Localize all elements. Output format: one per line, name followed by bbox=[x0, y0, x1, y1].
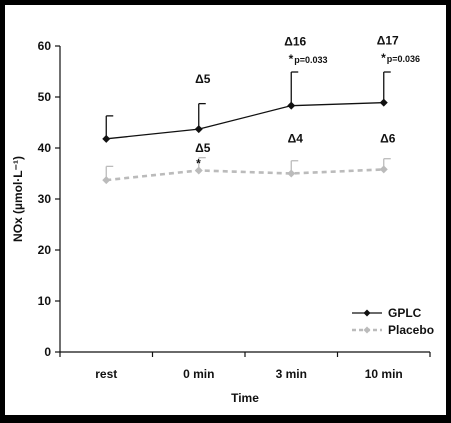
series-gplc bbox=[102, 71, 391, 143]
x-tick-label: 0 min bbox=[183, 367, 214, 381]
series-placebo bbox=[102, 157, 391, 185]
annotation: Δ4 bbox=[288, 131, 304, 145]
annotation: p=0.036 bbox=[387, 54, 420, 64]
annotation: * bbox=[196, 156, 201, 170]
y-tick-label: 10 bbox=[38, 294, 52, 308]
y-tick-label: 0 bbox=[44, 345, 51, 359]
annotation: Δ6 bbox=[380, 131, 396, 145]
data-point bbox=[194, 166, 203, 175]
annotation: Δ16 bbox=[284, 34, 306, 48]
annotation: Δ5 bbox=[195, 72, 211, 86]
y-tick-label: 20 bbox=[38, 243, 52, 257]
y-tick-label: 30 bbox=[38, 192, 52, 206]
x-tick-label: 10 min bbox=[365, 367, 403, 381]
data-point bbox=[379, 98, 388, 107]
annotation: Δ5 bbox=[195, 141, 211, 155]
annotation: p=0.033 bbox=[294, 55, 327, 65]
annotation: * bbox=[289, 52, 294, 66]
series-line bbox=[106, 168, 384, 182]
data-point bbox=[287, 101, 296, 110]
legend-label: Placebo bbox=[388, 323, 434, 337]
legend-swatch-marker bbox=[363, 326, 371, 334]
legend-label: GPLC bbox=[388, 306, 422, 320]
chart-background bbox=[5, 5, 446, 415]
data-point bbox=[194, 125, 203, 134]
annotation: Δ17 bbox=[377, 33, 399, 47]
legend-swatch-marker bbox=[363, 309, 371, 317]
data-point bbox=[102, 176, 111, 185]
series-line bbox=[106, 101, 384, 140]
y-axis-title: NOx (µmol·L⁻¹) bbox=[11, 156, 25, 242]
legend-entry: Placebo bbox=[352, 323, 434, 337]
data-point bbox=[102, 134, 111, 143]
x-tick-label: 3 min bbox=[276, 367, 307, 381]
x-axis-title: Time bbox=[231, 391, 259, 405]
y-tick-label: 60 bbox=[38, 39, 52, 53]
y-tick-label: 50 bbox=[38, 90, 52, 104]
data-point bbox=[287, 169, 296, 178]
legend-entry: GPLC bbox=[352, 306, 422, 320]
annotation: * bbox=[381, 51, 386, 65]
x-tick-label: rest bbox=[95, 367, 117, 381]
y-tick-label: 40 bbox=[38, 141, 52, 155]
data-point bbox=[379, 165, 388, 174]
